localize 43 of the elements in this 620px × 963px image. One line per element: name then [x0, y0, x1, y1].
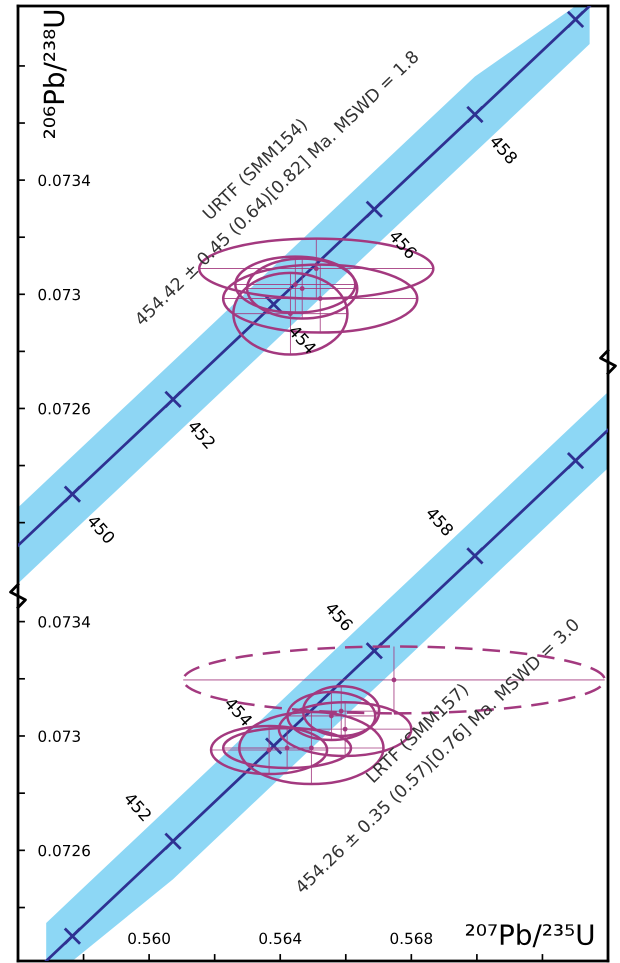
- point: [392, 678, 396, 682]
- point: [365, 642, 384, 660]
- x-axis-title: ²⁰⁷Pb/²³⁵U: [466, 924, 594, 948]
- annotation: 456: [388, 228, 418, 260]
- point: [308, 746, 314, 750]
- y-tick-label: 0.0734: [38, 616, 90, 628]
- point: [318, 296, 323, 302]
- annotation: 458: [425, 506, 454, 537]
- point: [63, 485, 82, 504]
- y-tick-label: 0.0726: [38, 402, 90, 414]
- point: [164, 390, 182, 408]
- point: [338, 708, 344, 714]
- point: [314, 266, 319, 272]
- annotation: 456: [324, 601, 354, 632]
- point: [300, 286, 305, 292]
- point: [365, 200, 384, 218]
- point: [342, 726, 348, 732]
- point: [266, 748, 272, 752]
- point: [264, 736, 283, 756]
- point: [566, 452, 585, 470]
- annotation: 450: [86, 514, 116, 544]
- y-axis-title: ²⁰⁶Pb/²³⁸U: [42, 10, 67, 138]
- point: [466, 105, 484, 124]
- annotation: 452: [187, 419, 216, 450]
- point: [164, 832, 182, 850]
- y-tick-label: 0.073: [38, 730, 80, 742]
- point: [328, 714, 334, 718]
- point: [284, 746, 290, 750]
- x-tick-label: 0.568: [390, 932, 432, 944]
- annotation: 458: [489, 134, 518, 165]
- point: [466, 546, 484, 565]
- annotation: 454: [224, 696, 254, 728]
- point: [292, 282, 298, 288]
- x-tick-label: 0.564: [259, 932, 302, 944]
- annotation: 454: [288, 324, 318, 355]
- point: [566, 10, 585, 28]
- y-tick-label: 0.0734: [38, 174, 90, 186]
- y-tick-label: 0.073: [38, 288, 80, 300]
- x-tick-label: 0.560: [128, 932, 170, 944]
- point: [288, 311, 293, 316]
- y-tick-label: 0.0726: [38, 844, 90, 856]
- annotation: 452: [123, 791, 152, 822]
- point: [63, 927, 82, 946]
